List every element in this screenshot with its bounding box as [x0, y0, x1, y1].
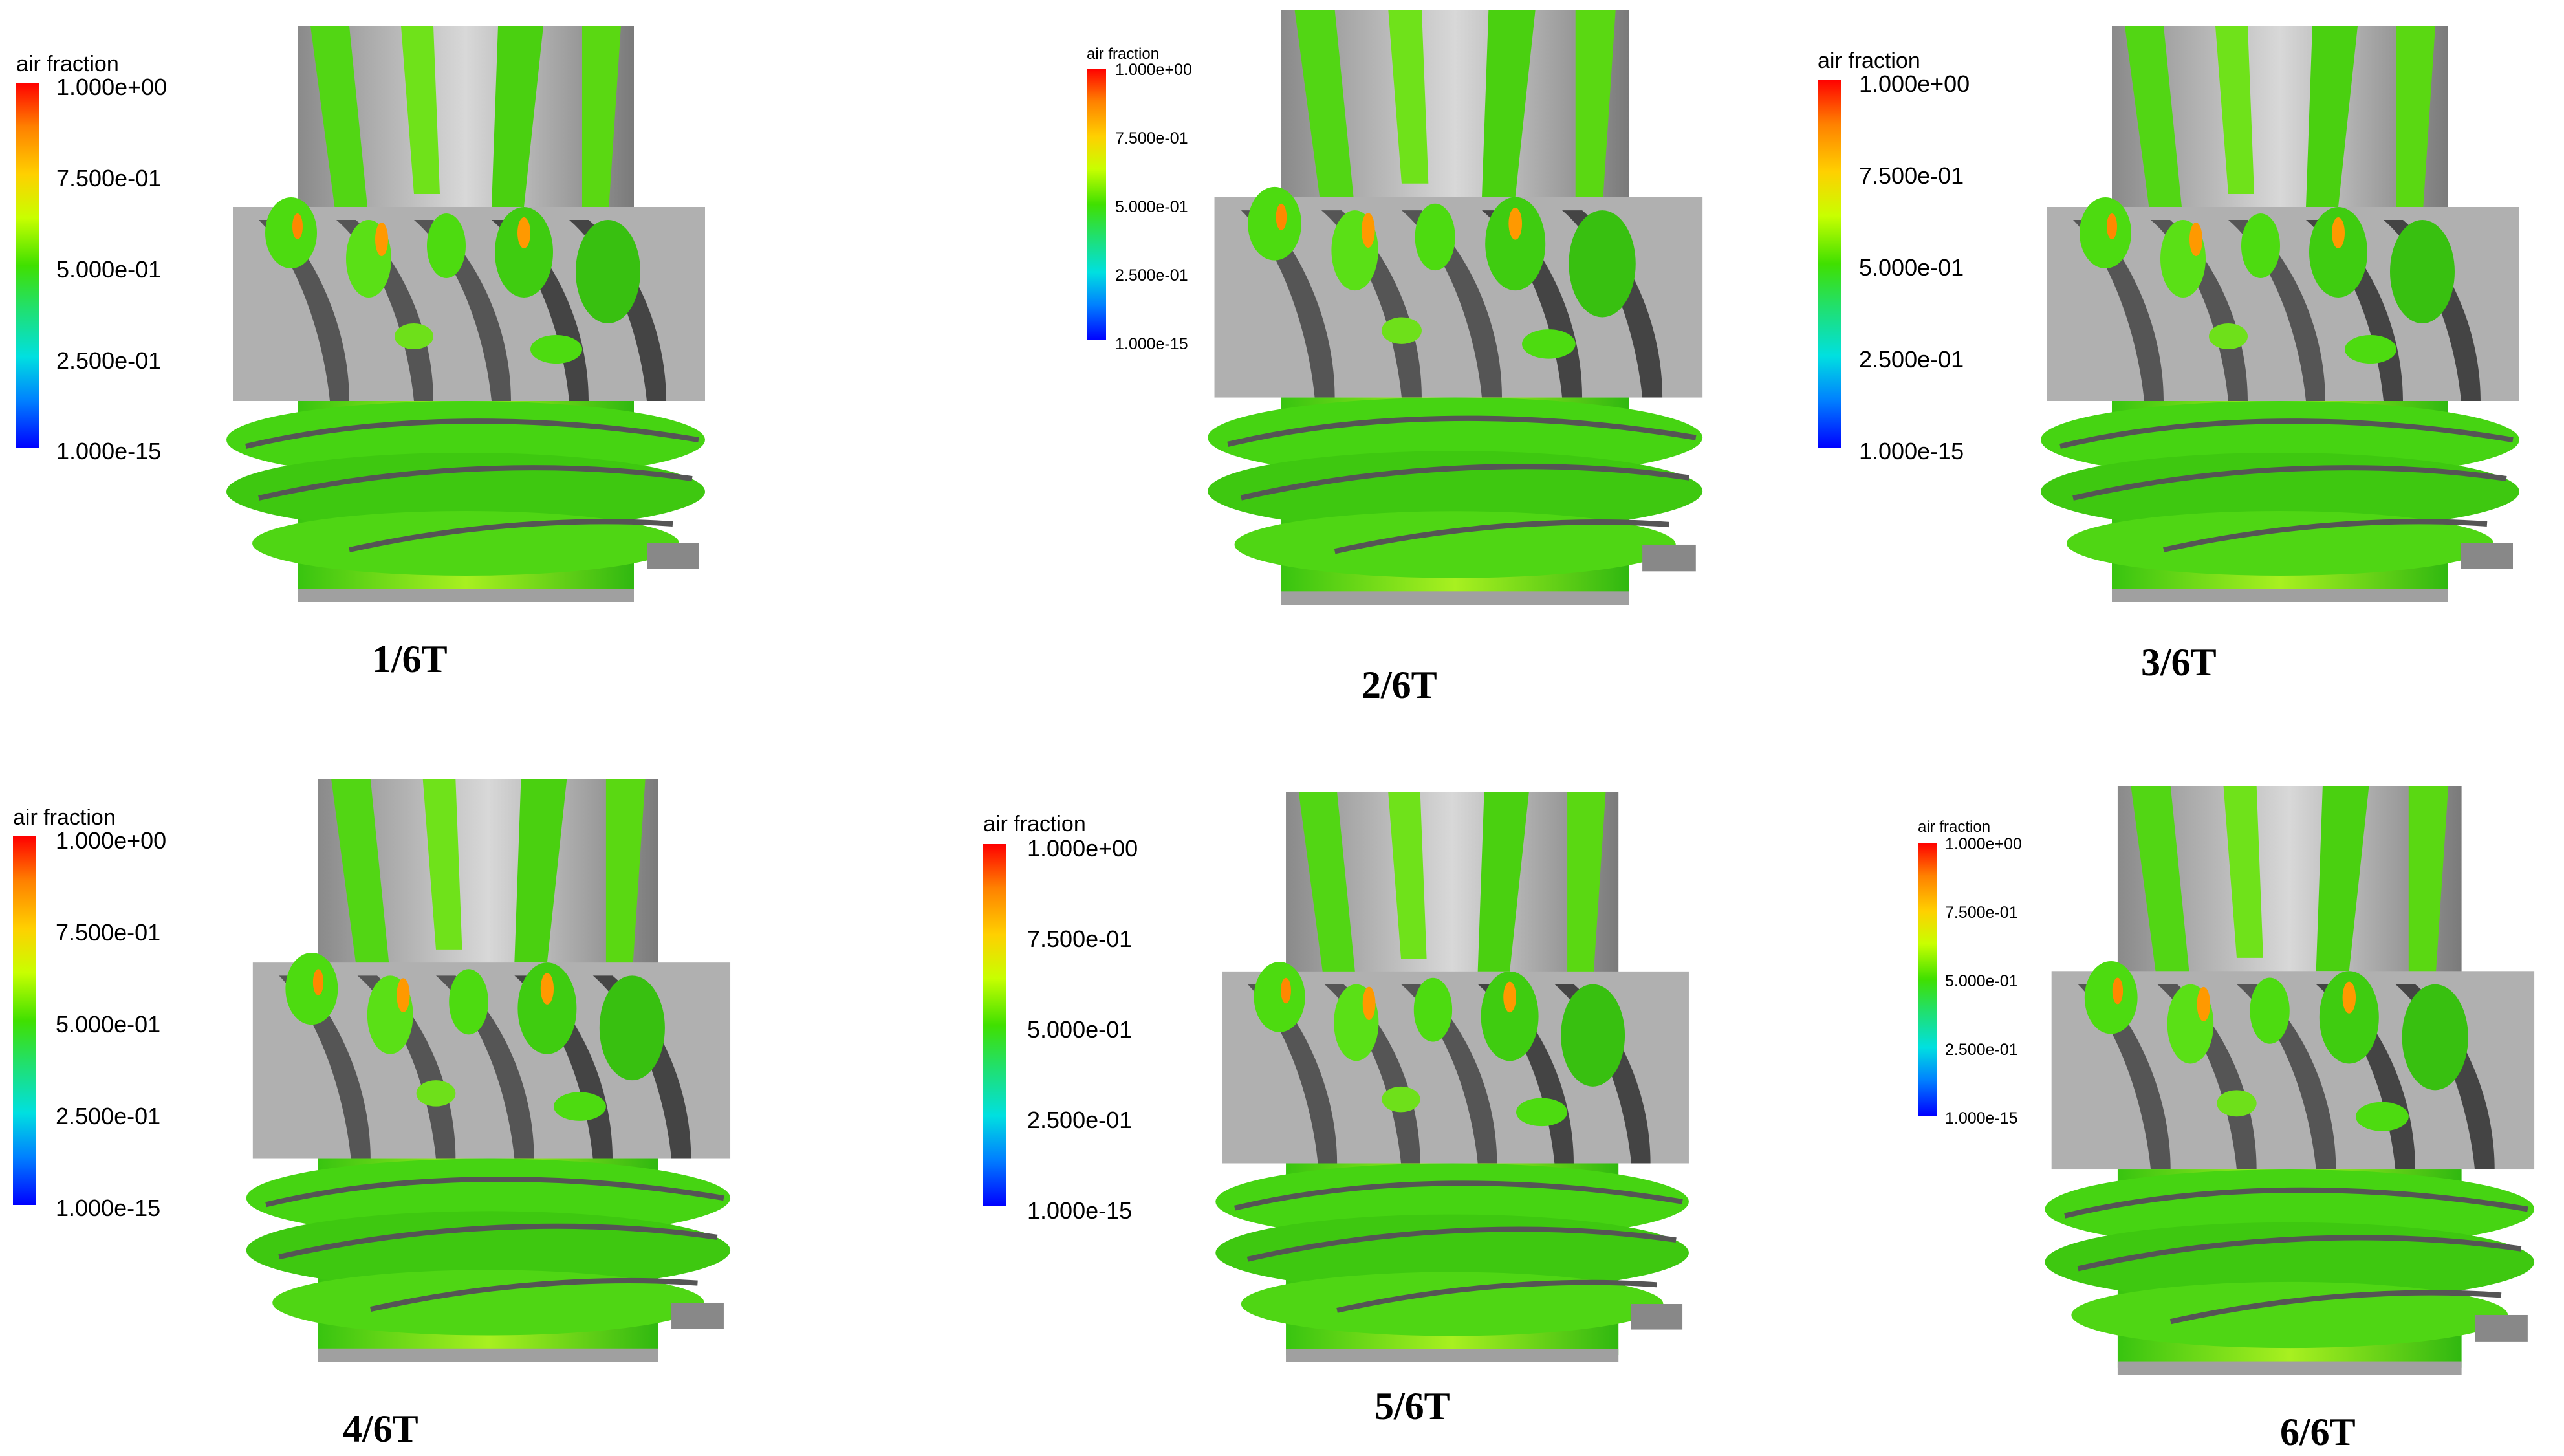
- legend-title: air fraction: [1087, 45, 1160, 63]
- legend-tick: 1.000e+00: [56, 827, 167, 854]
- pump-flow-render: [2031, 26, 2542, 602]
- legend-colorbar: [1087, 69, 1106, 340]
- legend-tick: 5.000e-01: [1945, 972, 2018, 990]
- legend-tick: 2.500e-01: [1859, 346, 1964, 373]
- legend-tick: 5.000e-01: [1859, 254, 1964, 281]
- legend-title: air fraction: [13, 805, 116, 830]
- pump-flow-render: [220, 26, 724, 602]
- legend-title: air fraction: [1818, 49, 1920, 73]
- legend-title: air fraction: [16, 52, 119, 76]
- legend-tick: 5.000e-01: [56, 256, 162, 283]
- legend-tick: 7.500e-01: [1945, 904, 2018, 922]
- pump-flow-render: [2031, 786, 2561, 1375]
- legend-tick: 2.500e-01: [1945, 1041, 2018, 1059]
- legend-tick: 1.000e+00: [1027, 835, 1138, 862]
- legend-colorbar: [1818, 80, 1841, 448]
- legend-tick: 7.500e-01: [1859, 162, 1964, 189]
- panel-caption: 4/6T: [343, 1407, 418, 1450]
- legend-tick: 1.000e+00: [1945, 835, 2022, 853]
- panel-caption: 5/6T: [1374, 1385, 1450, 1428]
- legend-tick: 1.000e-15: [1115, 335, 1188, 353]
- legend-tick: 5.000e-01: [1115, 198, 1188, 216]
- legend-tick: 7.500e-01: [1115, 129, 1188, 147]
- pump-flow-render: [1203, 792, 1714, 1362]
- panel-caption: 3/6T: [2141, 641, 2217, 684]
- legend-tick: 1.000e-15: [56, 1195, 161, 1221]
- panel-caption: 2/6T: [1362, 664, 1437, 706]
- legend-tick: 2.500e-01: [56, 347, 162, 374]
- legend-tick: 1.000e+00: [1859, 71, 1970, 97]
- pump-flow-render: [239, 779, 750, 1362]
- legend-colorbar: [16, 83, 39, 448]
- legend-tick: 5.000e-01: [1027, 1016, 1133, 1043]
- legend-tick: 1.000e+00: [56, 74, 168, 100]
- legend-colorbar: [1918, 843, 1937, 1116]
- legend-title: air fraction: [1918, 818, 1991, 836]
- legend-tick: 1.000e-15: [1945, 1109, 2018, 1127]
- legend-tick: 1.000e+00: [1115, 61, 1192, 79]
- panel-caption: 6/6T: [2280, 1411, 2356, 1453]
- legend-tick: 1.000e-15: [1859, 438, 1964, 464]
- legend-title: air fraction: [983, 812, 1086, 836]
- legend-tick: 2.500e-01: [1027, 1107, 1133, 1133]
- legend-colorbar: [13, 836, 36, 1205]
- legend-tick: 5.000e-01: [56, 1011, 161, 1038]
- legend-tick: 2.500e-01: [56, 1103, 161, 1129]
- legend-tick: 1.000e-15: [56, 438, 162, 464]
- legend-colorbar: [983, 844, 1006, 1206]
- legend-tick: 7.500e-01: [1027, 926, 1133, 952]
- legend-tick: 1.000e-15: [1027, 1197, 1133, 1224]
- legend-tick: 7.500e-01: [56, 165, 162, 191]
- legend-tick: 2.500e-01: [1115, 266, 1188, 285]
- legend-tick: 7.500e-01: [56, 919, 161, 946]
- panel-caption: 1/6T: [372, 638, 448, 680]
- pump-flow-render: [1197, 10, 1727, 605]
